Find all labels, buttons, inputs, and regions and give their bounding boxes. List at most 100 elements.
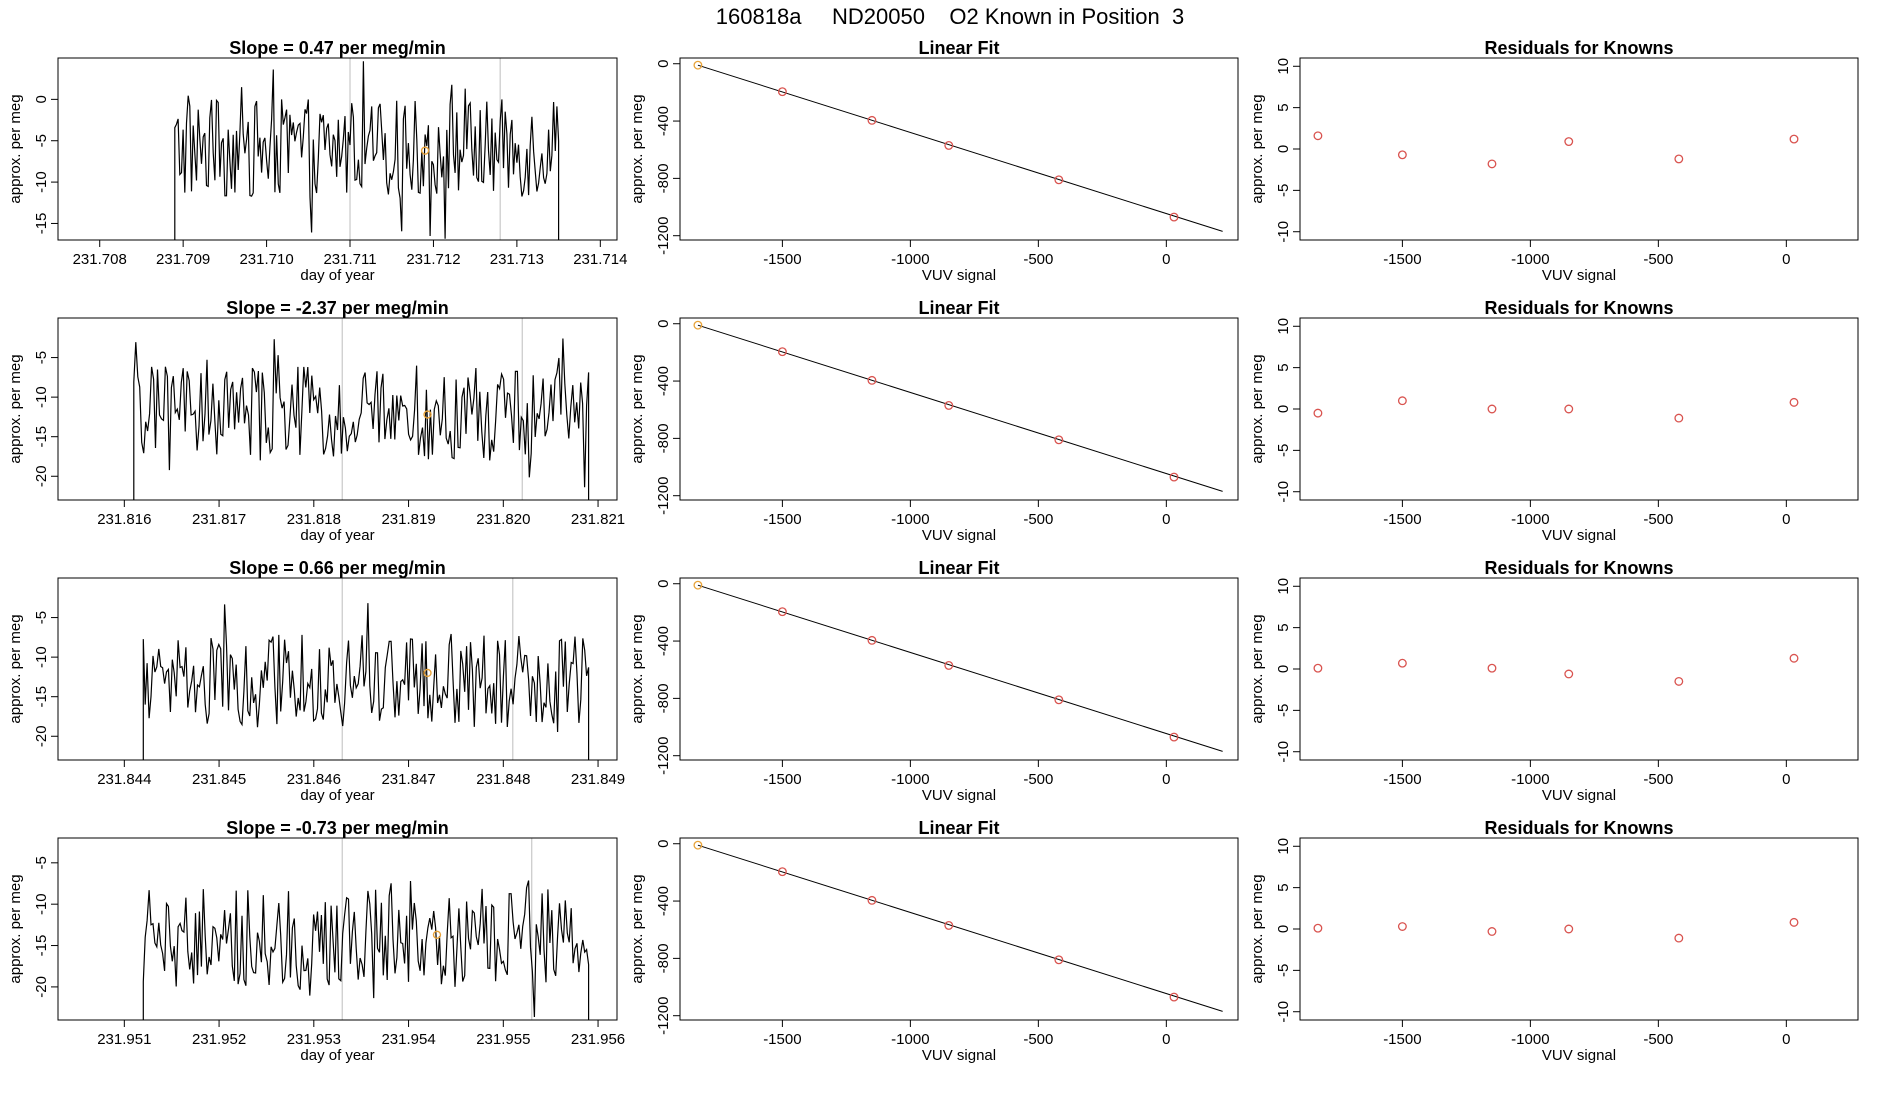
trace-line (174, 61, 560, 240)
y-axis-label: approx. per meg (7, 614, 24, 723)
y-axis-label: approx. per meg (1249, 354, 1266, 463)
y-tick-label: 10 (1275, 578, 1292, 595)
residual-point (1789, 653, 1799, 663)
x-axis-label: VUV signal (1542, 527, 1616, 544)
y-tick-label: -5 (1275, 184, 1292, 197)
plot-frame (1299, 317, 1859, 501)
x-tick-label: -1500 (1383, 251, 1421, 268)
y-tick-label: -1200 (655, 217, 672, 255)
y-tick-label: -1200 (655, 737, 672, 775)
x-tick-label: -1000 (1511, 1031, 1549, 1048)
known-marker (420, 146, 430, 155)
y-tick-label: -10 (1275, 741, 1292, 763)
residual-point (1674, 413, 1684, 423)
x-tick-label: 231.711 (323, 251, 376, 268)
x-axis-label: day of year (300, 787, 374, 804)
panel-title: Slope = 0.47 per meg/min (229, 38, 446, 58)
plot-frame (57, 837, 618, 1021)
y-tick-label: -400 (655, 366, 672, 396)
x-axis-label: VUV signal (922, 1047, 996, 1064)
fit-point (1054, 695, 1064, 705)
x-tick-label: -1500 (763, 511, 801, 528)
x-axis-label: day of year (300, 527, 374, 544)
panel-title: Residuals for Knowns (1484, 38, 1673, 58)
residual-point (1313, 663, 1323, 673)
y-axis-label: approx. per meg (7, 354, 24, 463)
fit-point (944, 920, 954, 930)
x-tick-label: -500 (1643, 1031, 1673, 1048)
residual-point (1397, 150, 1407, 160)
y-tick-label: -5 (33, 351, 50, 364)
x-axis-label: VUV signal (1542, 267, 1616, 284)
residual-point (1789, 397, 1799, 407)
known-marker (423, 668, 432, 678)
x-tick-label: 0 (1782, 1031, 1790, 1048)
x-tick-label: -500 (1643, 511, 1673, 528)
residual-point (1487, 159, 1497, 169)
panel-residuals-2: Residuals for Knowns -1500 -1000 -500 0 -10 -5… (1249, 298, 1859, 544)
panel-title: Linear Fit (918, 298, 999, 318)
y-axis-label: approx. per meg (7, 874, 24, 983)
fit-point (693, 840, 703, 850)
residual-point (1487, 663, 1497, 673)
y-tick-label: 0 (655, 840, 672, 848)
x-tick-label: -500 (1023, 511, 1053, 528)
y-tick-label: -10 (33, 893, 50, 915)
x-tick-label: 231.845 (192, 771, 246, 788)
plot-frame (679, 577, 1239, 761)
plot-data (693, 580, 1223, 752)
y-tick-label: -400 (655, 626, 672, 656)
fit-point (777, 87, 787, 97)
x-tick-label: 231.819 (381, 511, 435, 528)
y-axis-label: approx. per meg (629, 874, 646, 983)
plot-frame (679, 317, 1239, 501)
plot-data (142, 838, 590, 1020)
x-tick-label: 231.712 (406, 251, 460, 268)
y-tick-label: 0 (655, 580, 672, 588)
y-tick-label: -5 (33, 134, 50, 147)
panel-title: Linear Fit (918, 558, 999, 578)
x-tick-label: 231.820 (476, 511, 530, 528)
x-tick-label: 0 (1162, 511, 1170, 528)
residual-point (1564, 669, 1574, 679)
x-tick-label: 231.956 (571, 1031, 625, 1048)
y-tick-label: 0 (33, 95, 50, 103)
panel-fit-4: Linear Fit -1500 -1000 -500 0 -1200 -800 -400 0 V… (629, 818, 1239, 1064)
residual-point (1564, 404, 1574, 414)
panel-timeseries-2: Slope = -2.37 per meg/min 231.816 231.817 2… (7, 298, 625, 544)
y-tick-label: 0 (1275, 665, 1292, 673)
panel-title: Slope = -2.37 per meg/min (226, 298, 449, 318)
y-tick-label: -20 (33, 725, 50, 747)
plot-data (142, 578, 590, 760)
x-axis-label: VUV signal (922, 527, 996, 544)
y-tick-label: -800 (655, 423, 672, 453)
y-tick-label: -800 (655, 163, 672, 193)
x-tick-label: 231.849 (571, 771, 625, 788)
y-tick-label: -10 (33, 646, 50, 668)
residual-point (1674, 154, 1684, 164)
panel-title: Linear Fit (918, 38, 999, 58)
x-axis-label: day of year (300, 267, 374, 284)
x-tick-label: 231.954 (381, 1031, 435, 1048)
y-tick-label: 0 (655, 320, 672, 328)
y-tick-label: -10 (33, 171, 50, 193)
panel-timeseries-4: Slope = -0.73 per meg/min 231.951 231.952 2… (7, 818, 625, 1064)
y-tick-label: -1200 (655, 997, 672, 1035)
residual-point (1487, 404, 1497, 414)
fit-line (697, 844, 1223, 1012)
y-tick-label: -400 (655, 106, 672, 136)
plot-frame (679, 837, 1239, 1021)
x-tick-label: -1000 (891, 511, 929, 528)
residual-point (1564, 137, 1574, 147)
x-tick-label: 231.848 (476, 771, 530, 788)
residual-point (1564, 924, 1574, 934)
residual-point (1674, 676, 1684, 686)
x-axis-label: VUV signal (1542, 1047, 1616, 1064)
plot-data (174, 58, 560, 240)
fit-point (777, 347, 787, 357)
x-tick-label: 231.710 (239, 251, 293, 268)
y-axis-label: approx. per meg (629, 614, 646, 723)
panel-residuals-3: Residuals for Knowns -1500 -1000 -500 0 -10 -5… (1249, 558, 1859, 804)
x-tick-label: -1000 (1511, 771, 1549, 788)
